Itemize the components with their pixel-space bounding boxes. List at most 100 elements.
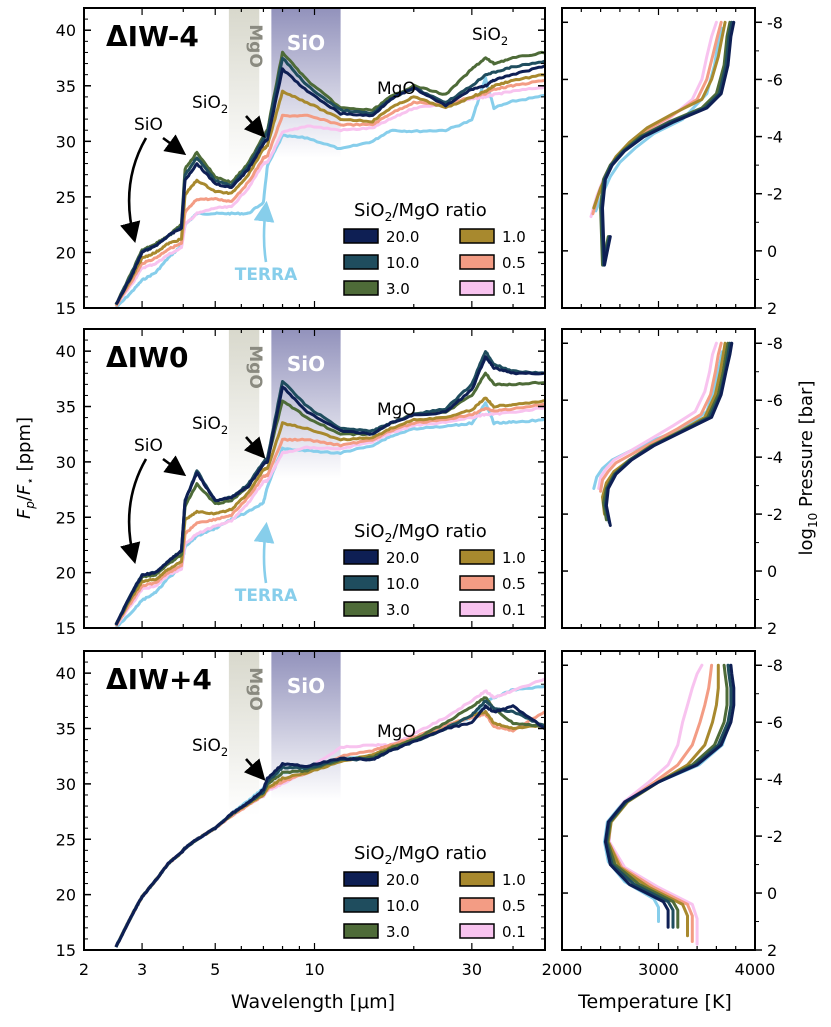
y-tick-label: 15	[56, 941, 76, 960]
y-tick-label: 25	[56, 830, 76, 849]
arrow-sio-low	[120, 137, 148, 244]
panel-title: ΔIW-4	[106, 20, 199, 53]
y-tick-label: 40	[56, 664, 76, 683]
profile-1-0-line	[592, 20, 727, 210]
band-label-mgo: MgO	[245, 667, 265, 711]
series-lines	[114, 50, 545, 308]
series-terra-line	[114, 401, 545, 628]
y-tick-label: 25	[56, 188, 76, 207]
legend-swatch	[343, 601, 379, 617]
band-mgo	[228, 329, 260, 494]
x-axis-label-profile: Temperature [K]	[577, 991, 732, 1013]
y-tick-label: 30	[56, 132, 76, 151]
profile-10-0-line	[604, 663, 733, 929]
spectrum-panel-0: MgO SiO 15 20 25 30 35 40 ΔIW-4 SiO TERRA SiO2 MgO Si…	[56, 7, 546, 318]
y-tick-label: 35	[56, 720, 76, 739]
profile-0-1-line	[597, 341, 718, 490]
profile-3-0-line	[605, 663, 729, 929]
arrow-terra	[253, 521, 275, 584]
series-lines	[114, 350, 545, 628]
profile-20-0-line	[603, 663, 736, 929]
profile-0-5-line	[591, 20, 723, 216]
legend-swatch	[343, 228, 379, 244]
band-label-sio: SiO	[287, 31, 325, 55]
x-axis-label-spectrum: Wavelength [μm]	[231, 991, 395, 1013]
profile-panel-0: -8 -6 -4 -2 0 2	[561, 7, 783, 318]
legend-label: 20.0	[386, 228, 419, 246]
p-tick-label: -4	[767, 128, 783, 147]
legend-label: 3.0	[386, 923, 410, 941]
legend-swatch	[459, 575, 495, 591]
y-tick-label: 15	[56, 619, 76, 638]
legend-swatch	[459, 280, 495, 296]
legend-swatch	[459, 549, 495, 565]
arrow-sio2	[243, 115, 266, 138]
p-tick-label: -8	[767, 334, 783, 353]
profile-panel-1: -8 -6 -4 -2 0 2	[561, 328, 783, 638]
profile-0-5-line	[599, 341, 723, 493]
arrow-sio2	[243, 436, 266, 459]
annotation-sio: SiO	[134, 115, 163, 135]
series-20-0-line	[114, 704, 545, 948]
x-tick-label: 2	[79, 960, 89, 979]
legend-label: 0.5	[502, 575, 526, 593]
spectrum-panel-1: MgO SiO 15 20 25 30 35 40 ΔIW0 SiO TERRA SiO2 MgO SiO…	[56, 328, 546, 638]
y-axis-label-profile: log10 Pressure [bar]	[796, 381, 820, 556]
arrow-sio-low	[120, 458, 148, 565]
profile-0-1-line	[589, 20, 718, 219]
series-0-5-line	[114, 402, 545, 627]
legend-swatch	[459, 601, 495, 617]
y-tick-label: 35	[56, 77, 76, 96]
series-20-0-line	[114, 355, 545, 626]
legend-label: 3.0	[386, 601, 410, 619]
annotation-mgo: MgO	[377, 722, 416, 742]
y-tick-label: 40	[56, 21, 76, 40]
legend-swatch	[343, 923, 379, 939]
profile-terra-line	[594, 26, 723, 213]
annotation-mgo: MgO	[377, 400, 416, 420]
p-tick-label: 0	[767, 562, 777, 581]
profile-0-1-line	[607, 663, 704, 946]
legend-swatch	[343, 280, 379, 296]
legend-label: 1.0	[502, 549, 526, 567]
legend-title: SiO2/MgO ratio	[354, 200, 487, 224]
legend-title: SiO2/MgO ratio	[354, 521, 487, 545]
p-tick-label: 2	[767, 619, 777, 638]
band-label-mgo: MgO	[245, 24, 265, 68]
p-tick-label: -8	[767, 656, 783, 675]
legend-swatch	[459, 923, 495, 939]
legend-label: 3.0	[386, 280, 410, 298]
x-tick-label: 3	[137, 960, 147, 979]
profile-terra-line	[603, 663, 734, 923]
profile-1-0-line	[601, 341, 727, 516]
y-tick-label: 40	[56, 342, 76, 361]
p-tick-label: -6	[767, 70, 783, 89]
p-tick-label: 0	[767, 242, 777, 261]
arrow-sio2	[243, 758, 266, 781]
series-lines	[114, 677, 545, 948]
legend-label: 0.1	[502, 601, 526, 619]
annotation-sio2: SiO2	[192, 93, 228, 116]
panel-title: ΔIW0	[106, 341, 188, 374]
series-20-0-line	[114, 64, 545, 306]
series-1-0-line	[114, 73, 545, 306]
legend-label: 0.1	[502, 923, 526, 941]
legend-swatch	[343, 254, 379, 270]
profile-terra-line	[592, 350, 724, 490]
legend-swatch	[459, 897, 495, 913]
legend-label: 0.1	[502, 280, 526, 298]
p-tick-label: 2	[767, 941, 777, 960]
y-tick-label: 20	[56, 886, 76, 905]
band-mgo	[228, 651, 260, 816]
legend-swatch	[459, 871, 495, 887]
x-tick-label: 10	[304, 960, 324, 979]
band-label-sio: SiO	[287, 674, 325, 698]
legend-label: 10.0	[386, 575, 419, 593]
p-tick-label: 2	[767, 299, 777, 318]
profile-panel-2: -8 -6 -4 -2 0 2 2000 3000 4000	[542, 650, 783, 979]
t-tick-label: 4000	[735, 960, 776, 979]
t-tick-label: 2000	[542, 960, 583, 979]
legend-title: SiO2/MgO ratio	[354, 843, 487, 867]
annotation-mgo: MgO	[377, 79, 416, 99]
